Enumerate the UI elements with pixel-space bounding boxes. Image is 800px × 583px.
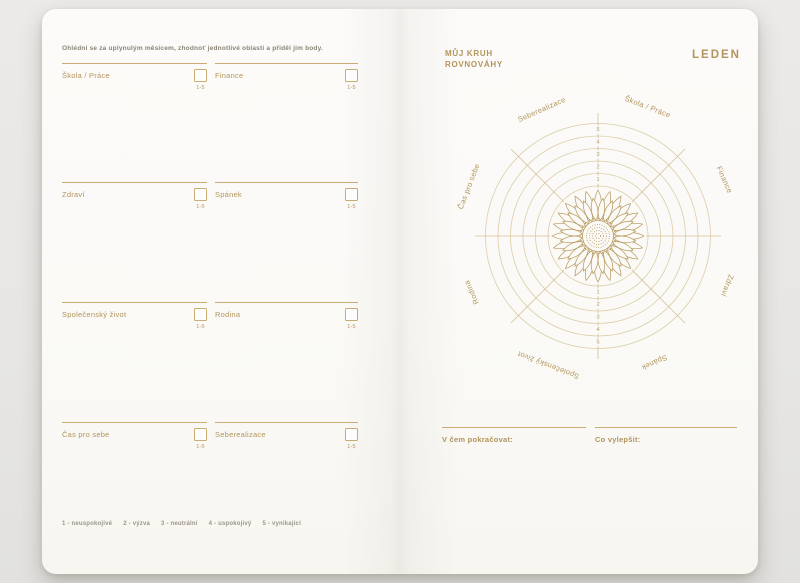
rating-item: Seberealizace 1-5: [215, 422, 358, 456]
wheel-scale-tick: 4: [596, 139, 599, 145]
rating-checkbox[interactable]: [345, 428, 358, 441]
rating-scale-hint: 1-5: [347, 444, 356, 450]
rating-item: Spánek 1-5: [215, 182, 358, 216]
rating-item-label: Společenský život: [62, 310, 127, 319]
page-title-line2: ROVNOVÁHY: [445, 60, 503, 69]
rating-item-label: Finance: [215, 71, 244, 80]
rating-scale-hint: 1-5: [196, 444, 205, 450]
wheel-scale-tick: 4: [596, 327, 599, 333]
rating-item: Škola / Práce 1-5: [62, 63, 207, 97]
instruction-text: Ohlédni se za uplynulým měsícem, zhodnoť…: [62, 45, 323, 52]
page-title-line1: MŮJ KRUH: [445, 49, 493, 58]
rating-item-label: Rodina: [215, 310, 241, 319]
rating-item-label: Spánek: [215, 190, 242, 199]
rating-checkbox[interactable]: [345, 69, 358, 82]
tick-halo: [595, 150, 601, 159]
rating-checkbox[interactable]: [194, 69, 207, 82]
sunflower-illustration: [550, 188, 646, 284]
wheel-scale-tick: 3: [596, 314, 599, 320]
legend-item: 4 - uspokojivý: [208, 521, 252, 527]
wheel-axis: [510, 148, 566, 204]
legend-item: 2 - výzva: [123, 521, 151, 527]
improve-field[interactable]: Co vylepšit:: [595, 427, 737, 455]
rating-legend: 1 - neuspokojivé 2 - výzva 3 - neutrální 4 …: [62, 521, 382, 527]
wheel-scale-tick: 2: [596, 302, 599, 308]
tick-halo: [595, 175, 601, 184]
wheel-axis: [630, 148, 686, 204]
wheel-category-label: Rodina: [462, 278, 481, 306]
rating-item-label: Zdraví: [62, 190, 85, 199]
legend-item: 3 - neutrální: [161, 521, 198, 527]
wheel-category-label: Spánek: [640, 353, 669, 372]
month-label: LEDEN: [692, 49, 741, 61]
right-page: MŮJ KRUH ROVNOVÁHY LEDEN 1 1 2 2 3 3 4 4 5 5 Seber…: [400, 9, 758, 574]
tick-halo: [595, 125, 601, 134]
tick-halo: [595, 138, 601, 147]
wheel-scale-tick: 5: [596, 339, 599, 345]
wheel-category-label: Škola / Práce: [623, 94, 672, 120]
rating-item: Zdraví 1-5: [62, 182, 207, 216]
left-page: Ohlédni se za uplynulým měsícem, zhodnoť…: [42, 9, 400, 574]
balance-wheel-chart: 1 1 2 2 3 3 4 4 5 5 Seberealizace Škola / Práce Fina…: [456, 94, 736, 381]
tick-halo: [595, 288, 601, 297]
tick-halo: [595, 338, 601, 347]
rating-scale-hint: 1-5: [347, 85, 356, 91]
wheel-category-label: Seberealizace: [516, 95, 567, 124]
wheel-scale-tick: 2: [596, 164, 599, 170]
rating-scale-hint: 1-5: [347, 204, 356, 210]
legend-item: 1 - neuspokojivé: [62, 521, 113, 527]
wheel-axis: [630, 268, 686, 324]
wheel-category-label: Finance: [715, 165, 735, 195]
wheel-scale-tick: 1: [596, 177, 599, 183]
tick-halo: [595, 325, 601, 334]
wheel-scale-tick: 3: [596, 152, 599, 158]
wheel-scale-tick: 5: [596, 127, 599, 133]
wheel-category-label: Čas pro sebe: [456, 162, 482, 210]
tick-halo: [595, 300, 601, 309]
rating-item: Finance 1-5: [215, 63, 358, 97]
wheel-scale-tick: 1: [596, 289, 599, 295]
tick-halo: [595, 313, 601, 322]
rating-scale-hint: 1-5: [196, 324, 205, 330]
rating-scale-hint: 1-5: [347, 324, 356, 330]
rating-checkbox[interactable]: [345, 188, 358, 201]
planner-spread: Ohlédni se za uplynulým měsícem, zhodnoť…: [42, 9, 758, 574]
wheel-category-label: Zdraví: [719, 273, 736, 298]
rating-checkbox[interactable]: [194, 308, 207, 321]
rating-item-label: Čas pro sebe: [62, 430, 110, 439]
rating-item-label: Škola / Práce: [62, 71, 110, 80]
improve-field-label: Co vylepšit:: [595, 435, 641, 444]
rating-scale-hint: 1-5: [196, 85, 205, 91]
page-title: MŮJ KRUH ROVNOVÁHY: [445, 48, 503, 70]
rating-checkbox[interactable]: [194, 188, 207, 201]
rating-item: Čas pro sebe 1-5: [62, 422, 207, 456]
wheel-axis: [510, 268, 566, 324]
tick-halo: [595, 163, 601, 172]
rating-scale-hint: 1-5: [196, 204, 205, 210]
rating-checkbox[interactable]: [194, 428, 207, 441]
legend-item: 5 - vynikající: [262, 521, 301, 527]
rating-checkbox[interactable]: [345, 308, 358, 321]
rating-item: Rodina 1-5: [215, 302, 358, 336]
continue-field[interactable]: V čem pokračovat:: [442, 427, 586, 455]
rating-item-label: Seberealizace: [215, 430, 266, 439]
rating-item: Společenský život 1-5: [62, 302, 207, 336]
continue-field-label: V čem pokračovat:: [442, 435, 513, 444]
wheel-category-label: Společenský život: [516, 349, 581, 381]
